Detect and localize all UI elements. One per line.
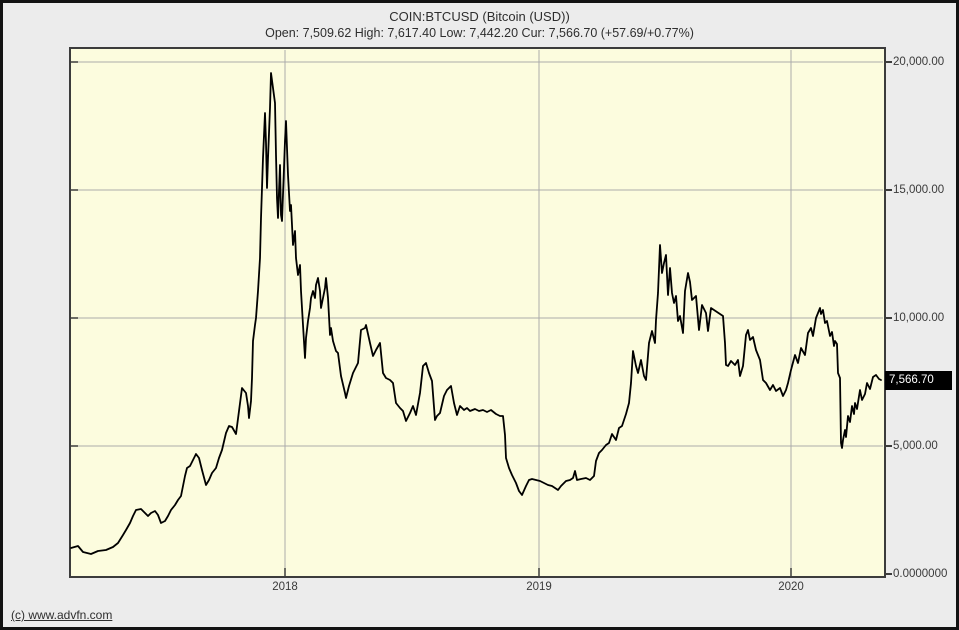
y-axis-label-0: 0.0000000 <box>893 568 948 580</box>
y-tick-10000 <box>884 317 892 319</box>
y-tick-5000 <box>884 445 892 447</box>
y-axis-label-15000: 15,000.00 <box>893 184 945 196</box>
y-tick-0 <box>884 573 892 575</box>
price-chart-svg <box>70 50 883 576</box>
plot-area <box>69 47 886 578</box>
y-axis-label-20000: 20,000.00 <box>893 56 945 68</box>
y-tick-20000 <box>884 61 892 63</box>
axis-ticks <box>71 61 792 576</box>
y-tick-15000 <box>884 189 892 191</box>
y-axis-label-10000: 10,000.00 <box>893 312 945 324</box>
current-price-badge: 7,566.70 <box>885 371 952 390</box>
chart-ohlc-summary: Open: 7,509.62 High: 7,617.40 Low: 7,442… <box>265 26 694 40</box>
advfn-copyright-link[interactable]: (c) www.advfn.com <box>11 608 113 622</box>
chart-title: COIN:BTCUSD (Bitcoin (USD)) <box>389 9 570 24</box>
x-axis-label-2018: 2018 <box>272 581 298 593</box>
price-line-series <box>70 72 882 555</box>
vertical-gridlines <box>284 50 792 575</box>
x-axis-label-2020: 2020 <box>778 581 804 593</box>
horizontal-gridlines <box>72 61 883 447</box>
x-axis-label-2019: 2019 <box>526 581 552 593</box>
y-axis-label-5000: 5,000.00 <box>893 440 938 452</box>
